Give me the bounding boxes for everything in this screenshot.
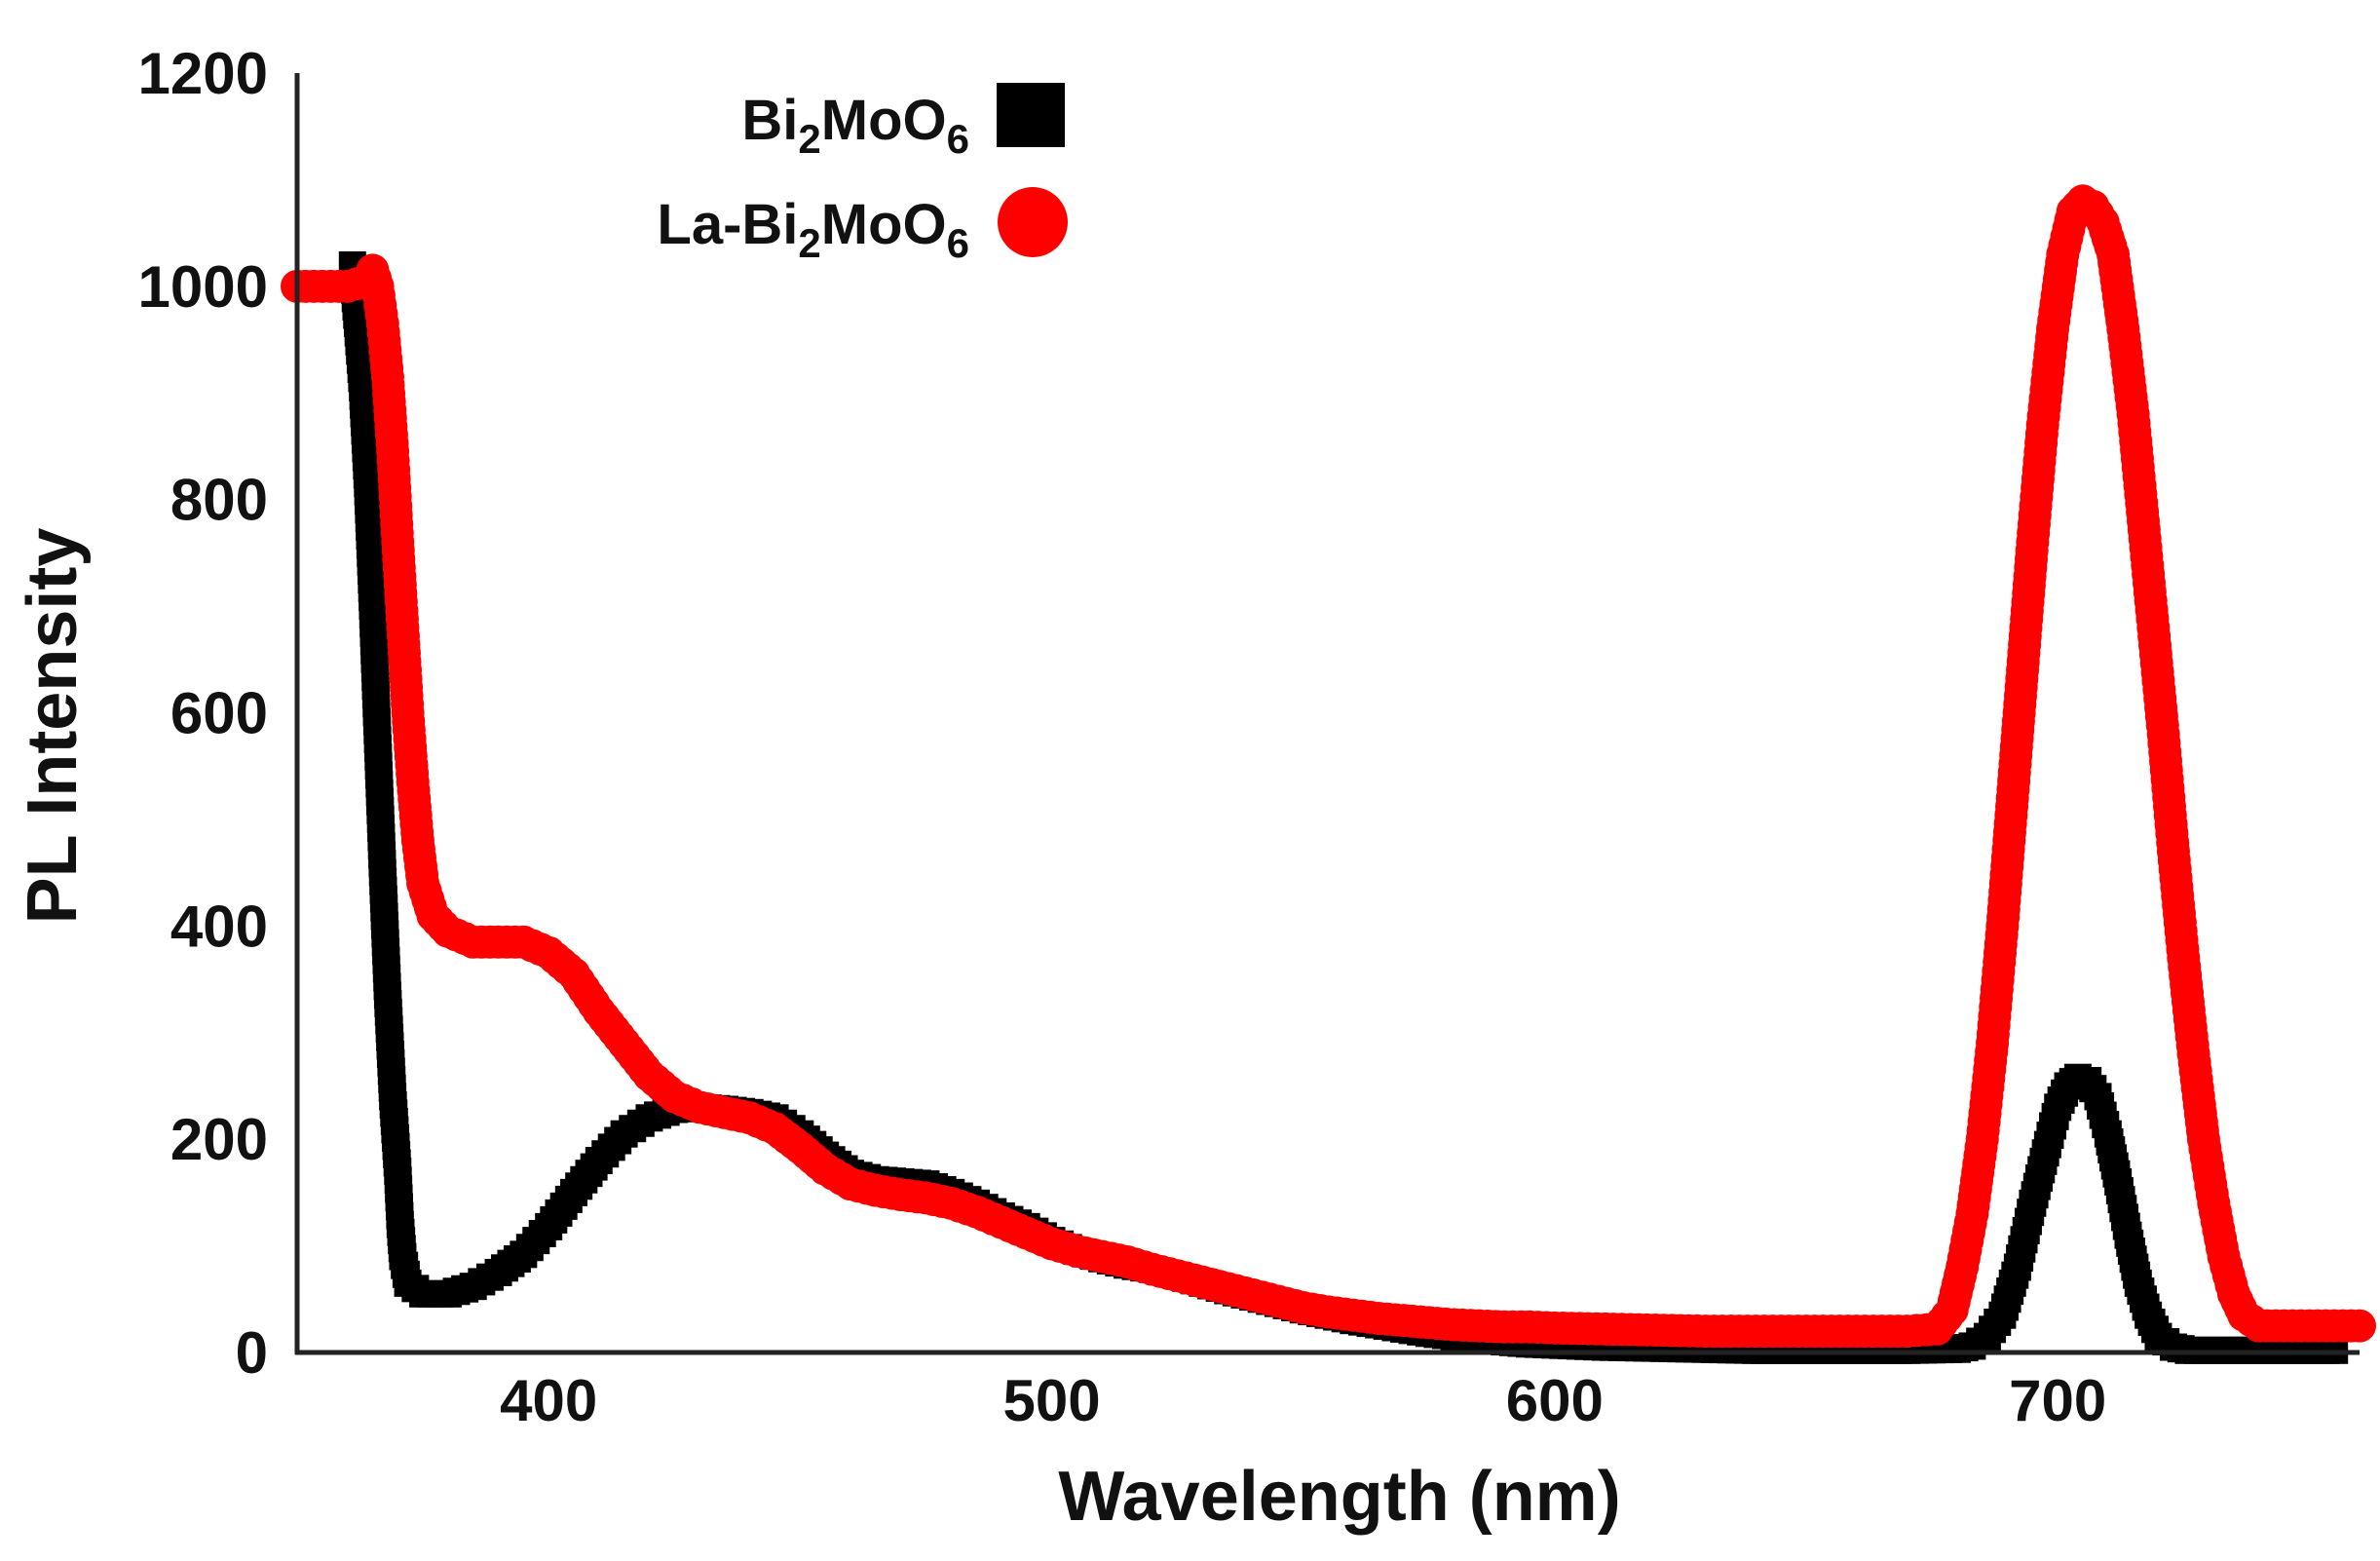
x-tick-label: 600 [1506, 1368, 1604, 1433]
data-point [2343, 1309, 2376, 1343]
x-tick-label: 500 [1002, 1368, 1100, 1433]
y-tick-label: 1000 [138, 254, 268, 320]
y-tick-label: 1200 [138, 41, 268, 106]
y-tick-label: 0 [236, 1320, 268, 1386]
legend-marker-square [997, 83, 1065, 147]
y-tick-label: 600 [170, 681, 268, 746]
legend: Bi2MoO6 La-Bi2MoO6 [657, 83, 1068, 266]
series-la-bi2moo6 [281, 184, 2376, 1349]
y-tick-label: 200 [170, 1107, 268, 1172]
x-tick-label: 400 [500, 1368, 597, 1433]
x-tick-label: 700 [2009, 1368, 2106, 1433]
x-tick-labels: 400 500 600 700 [500, 1368, 2106, 1433]
y-tick-label: 400 [170, 894, 268, 959]
plot-area [281, 184, 2376, 1364]
legend-label-bi2moo6: Bi2MoO6 [741, 89, 969, 162]
legend-marker-circle [998, 187, 1068, 257]
y-tick-label: 800 [170, 468, 268, 533]
y-tick-labels: 0 200 400 600 800 1000 1200 [138, 41, 268, 1386]
axes [294, 73, 2360, 1355]
legend-label-la-bi2moo6: La-Bi2MoO6 [657, 193, 969, 266]
x-axis-title: Wavelength (nm) [1058, 1458, 1620, 1536]
y-axis-title: PL Intensity [14, 528, 92, 925]
